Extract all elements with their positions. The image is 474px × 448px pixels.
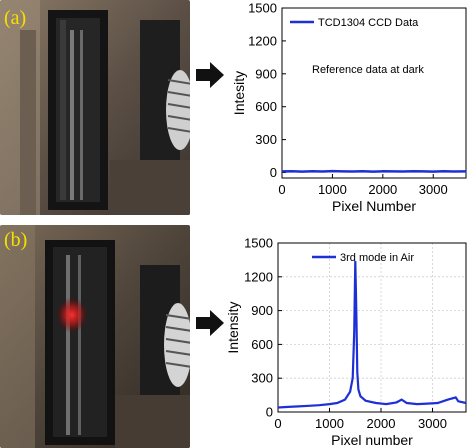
x-tick-label: 2000 — [368, 182, 397, 197]
arrow-right-icon — [196, 310, 224, 336]
x-axis-label: Pixel number — [331, 432, 413, 448]
plot-frame — [277, 242, 467, 413]
y-tick-label: 900 — [255, 66, 277, 81]
y-tick-label: 1200 — [248, 33, 277, 48]
y-tick-label: 1500 — [248, 1, 277, 16]
photo-panel-a — [0, 0, 190, 215]
annotation: Reference data at dark — [312, 64, 424, 76]
y-tick-label: 600 — [255, 99, 277, 114]
y-tick-label: 600 — [251, 337, 273, 352]
x-tick-label: 0 — [278, 182, 285, 197]
y-tick-label: 300 — [251, 371, 273, 386]
legend-label: TCD1304 CCD Data — [318, 17, 419, 29]
x-axis-label: Pixel Number — [332, 198, 416, 214]
y-tick-label: 300 — [255, 132, 277, 147]
y-axis-label: Intensity — [225, 301, 241, 353]
y-tick-label: 900 — [251, 303, 273, 318]
legend: 3rd mode in Air — [312, 252, 414, 264]
x-tick-label: 0 — [274, 416, 281, 431]
legend-label: 3rd mode in Air — [340, 252, 414, 264]
x-tick-label: 3000 — [418, 416, 447, 431]
y-tick-label: 1200 — [244, 269, 273, 284]
panel-label-a: (a) — [4, 7, 27, 29]
y-tick-label: 0 — [270, 165, 277, 180]
grid — [278, 243, 466, 412]
x-tick-label: 1000 — [315, 416, 344, 431]
series-line — [281, 169, 467, 173]
plot-frame — [281, 7, 467, 179]
legend: TCD1304 CCD Data — [290, 17, 419, 29]
y-tick-label: 1500 — [244, 236, 273, 251]
panel-label-b: (b) — [4, 229, 28, 251]
x-tick-label: 2000 — [367, 416, 396, 431]
y-tick-label: 0 — [266, 405, 273, 420]
series-line — [277, 260, 467, 409]
photo-panel-b — [0, 225, 190, 448]
arrow-right-icon — [196, 62, 224, 88]
x-tick-label: 3000 — [419, 182, 448, 197]
y-axis-label: Intesity — [231, 71, 247, 115]
x-tick-label: 1000 — [318, 182, 347, 197]
